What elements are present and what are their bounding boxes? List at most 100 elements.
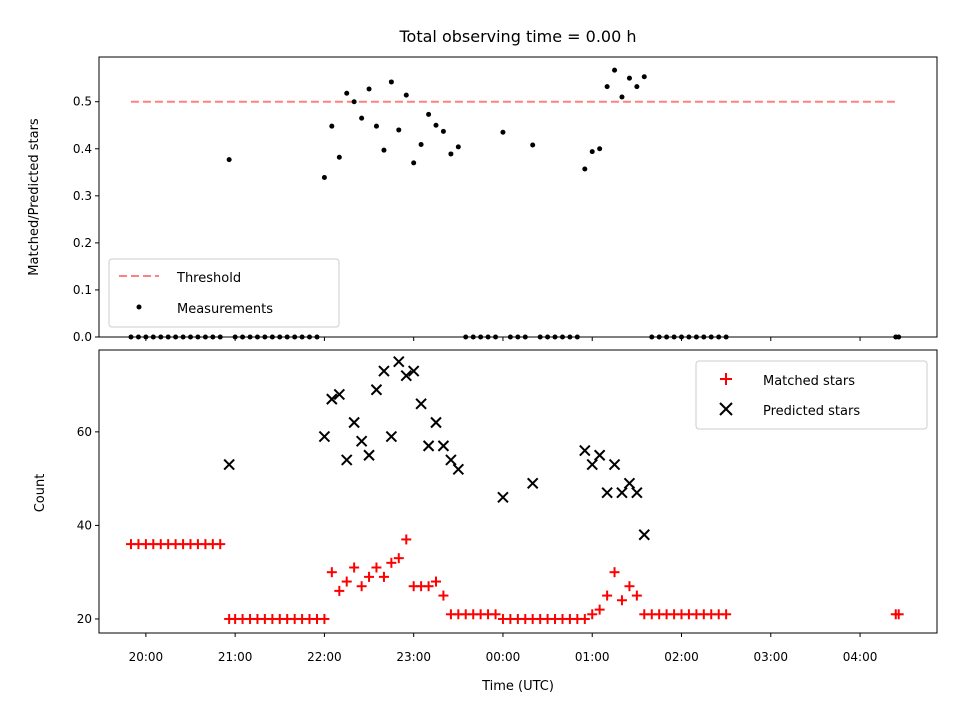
bottom-xlabel: Time (UTC) <box>481 679 554 694</box>
measurement-point <box>411 160 417 166</box>
predicted-star-point <box>430 416 442 429</box>
predicted-star-point <box>326 393 338 405</box>
legend-predicted-swatch <box>719 402 733 416</box>
top-y-tick-label: 0.4 <box>73 142 92 156</box>
predicted-star-point <box>452 463 465 475</box>
matched-star-point <box>378 571 389 582</box>
matched-star-point <box>401 534 412 545</box>
predicted-star-point <box>378 365 390 377</box>
measurement-point <box>582 166 588 172</box>
legend-measurements-swatch <box>136 304 142 310</box>
matched-star-point <box>587 609 598 620</box>
matched-star-point <box>602 590 613 601</box>
bottom-x-tick-label: 03:00 <box>753 650 788 664</box>
legend-matched-label: Matched stars <box>763 374 855 389</box>
predicted-star-point <box>437 440 450 452</box>
legend-matched-swatch <box>720 373 732 385</box>
predicted-star-point <box>341 454 353 466</box>
predicted-star-point <box>601 486 613 499</box>
legend-threshold-label: Threshold <box>176 271 241 286</box>
bottom-x-tick-label: 04:00 <box>843 650 878 664</box>
top-legend-box <box>108 258 340 328</box>
predicted-star-point <box>497 491 509 504</box>
predicted-star-point <box>348 416 360 429</box>
predicted-star-point <box>623 477 636 490</box>
predicted-star-point <box>385 430 398 443</box>
measurement-point <box>418 142 424 148</box>
measurement-point <box>381 147 387 153</box>
bottom-x-tick-label: 22:00 <box>307 650 342 664</box>
legend-measurements-label: Measurements <box>177 302 273 317</box>
measurement-point <box>366 86 372 92</box>
measurement-point <box>455 144 461 150</box>
top-y-tick-label: 0.0 <box>73 330 92 344</box>
predicted-stars-points <box>223 355 650 541</box>
bottom-x-tick-label: 02:00 <box>664 650 699 664</box>
measurement-point <box>619 94 625 100</box>
predicted-star-point <box>363 449 375 461</box>
bottom-x-tick-label: 01:00 <box>575 650 610 664</box>
top-title: Total observing time = 0.00 h <box>398 27 636 46</box>
measurement-point <box>589 149 595 155</box>
bottom-x-tick-label: 20:00 <box>129 650 164 664</box>
measurement-point <box>321 174 327 180</box>
top-ylabel: Matched/Predicted stars <box>27 118 42 276</box>
matched-star-point <box>631 590 642 601</box>
predicted-star-point <box>333 388 346 401</box>
matched-star-point <box>215 539 226 550</box>
matched-star-point <box>364 571 375 582</box>
measurement-point <box>530 142 536 148</box>
bottom-x-tick-label: 00:00 <box>486 650 521 664</box>
predicted-star-point <box>608 458 621 471</box>
bottom-y-tick-label: 60 <box>77 425 92 439</box>
predicted-star-point <box>638 529 650 541</box>
matched-star-point <box>438 590 449 601</box>
matched-star-point <box>423 581 434 592</box>
predicted-star-point <box>422 440 435 452</box>
predicted-star-point <box>355 435 368 447</box>
matched-star-point <box>721 609 732 620</box>
top-y-ticks: 0.0 0.1 0.2 0.3 0.4 0.5 <box>73 95 99 344</box>
matched-star-point <box>624 581 635 592</box>
matched-star-point <box>386 557 397 568</box>
top-legend: Threshold Measurements <box>108 258 340 328</box>
matched-star-point <box>393 553 404 564</box>
bottom-y-ticks: 20 40 60 <box>77 425 99 626</box>
measurement-point <box>359 115 365 121</box>
top-panel: Total observing time = 0.00 h Matched/Pr… <box>27 27 938 344</box>
matched-star-point <box>341 576 352 587</box>
predicted-star-point <box>593 449 606 461</box>
predicted-star-point <box>526 477 539 490</box>
predicted-star-point <box>400 370 412 382</box>
top-y-tick-label: 0.3 <box>73 189 92 203</box>
bottom-y-tick-label: 20 <box>77 612 92 626</box>
measurement-point <box>403 92 409 98</box>
predicted-star-point <box>631 486 643 499</box>
predicted-star-point <box>407 365 420 377</box>
measurement-point <box>641 74 647 80</box>
measurement-point <box>396 127 402 133</box>
bottom-x-tick-label: 23:00 <box>396 650 431 664</box>
predicted-star-point <box>415 398 427 410</box>
matched-star-point <box>334 585 345 596</box>
measurement-point <box>634 84 640 90</box>
matched-star-point <box>594 604 605 615</box>
measurement-point <box>604 84 610 90</box>
matched-stars-points <box>125 534 904 624</box>
bottom-legend-box <box>695 360 928 430</box>
measurement-point <box>448 151 454 157</box>
predicted-star-point <box>616 486 628 499</box>
matched-star-point <box>579 613 590 624</box>
measurement-point <box>351 99 357 105</box>
measurement-point <box>226 157 232 163</box>
predicted-star-point <box>393 355 405 368</box>
measurement-point <box>626 75 632 81</box>
top-y-tick-label: 0.5 <box>73 95 92 109</box>
matched-star-point <box>490 609 501 620</box>
measurement-point <box>388 79 394 85</box>
measurement-point <box>440 128 446 134</box>
bottom-axes-frame <box>98 349 938 634</box>
